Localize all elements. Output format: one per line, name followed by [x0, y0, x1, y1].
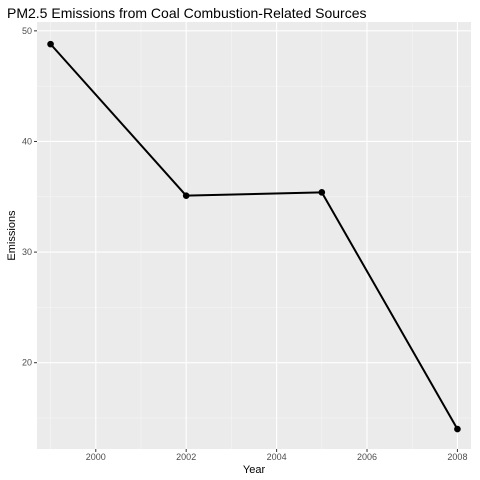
- axis-ticks: 2000 2002 2004 2006 2008 20 30 40 50: [22, 26, 467, 462]
- data-point: [318, 189, 326, 196]
- y-tick-label: 30: [22, 247, 32, 257]
- data-point: [182, 192, 190, 199]
- x-tick-label: 2006: [357, 452, 377, 462]
- data-point: [47, 40, 54, 48]
- series-line: [49, 43, 459, 431]
- y-tick-label: 40: [22, 136, 32, 146]
- data-point: [454, 425, 461, 433]
- x-tick-label: 2004: [267, 452, 287, 462]
- x-tick-label: 2008: [447, 452, 467, 462]
- chart-title: PM2.5 Emissions from Coal Combustion-Rel…: [7, 5, 366, 21]
- x-tick-label: 2000: [86, 452, 106, 462]
- y-tick-label: 50: [22, 26, 32, 36]
- y-axis-title: Emissions: [6, 210, 18, 261]
- grid-lines: [37, 22, 471, 449]
- y-tick-label: 20: [22, 358, 32, 368]
- x-axis-title: Year: [243, 464, 266, 476]
- plot-panel: [37, 22, 471, 449]
- x-tick-label: 2002: [176, 452, 196, 462]
- data-layer: [47, 40, 461, 433]
